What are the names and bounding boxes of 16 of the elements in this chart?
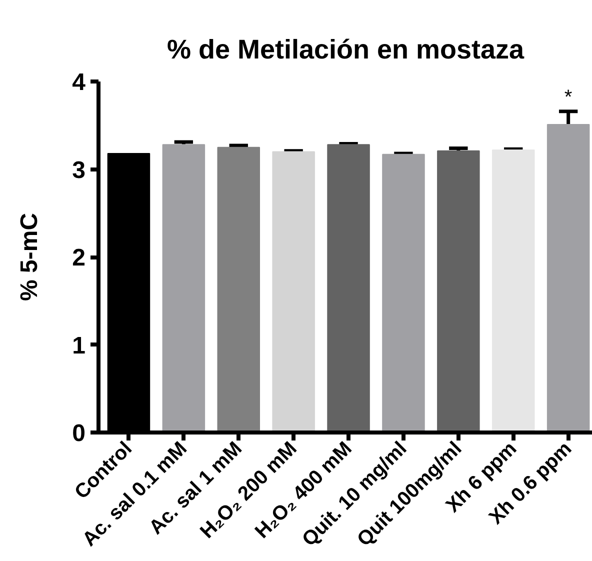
y-tick-label: 4 [72, 69, 86, 96]
y-tick-label: 0 [72, 420, 86, 447]
bar [217, 146, 260, 432]
bar [162, 144, 206, 432]
y-tick-label: 3 [72, 156, 86, 184]
y-axis-title: % 5-mC [16, 212, 44, 302]
y-tick-label: 1 [72, 332, 86, 360]
bar [327, 144, 370, 432]
bar [492, 149, 535, 432]
bar [272, 151, 315, 432]
bar [546, 124, 590, 432]
y-tick-label: 2 [72, 244, 86, 272]
chart-title: % de Metilación en mostaza [166, 34, 526, 64]
bar [382, 154, 425, 432]
annotation: * [564, 86, 572, 108]
bar [437, 150, 480, 432]
